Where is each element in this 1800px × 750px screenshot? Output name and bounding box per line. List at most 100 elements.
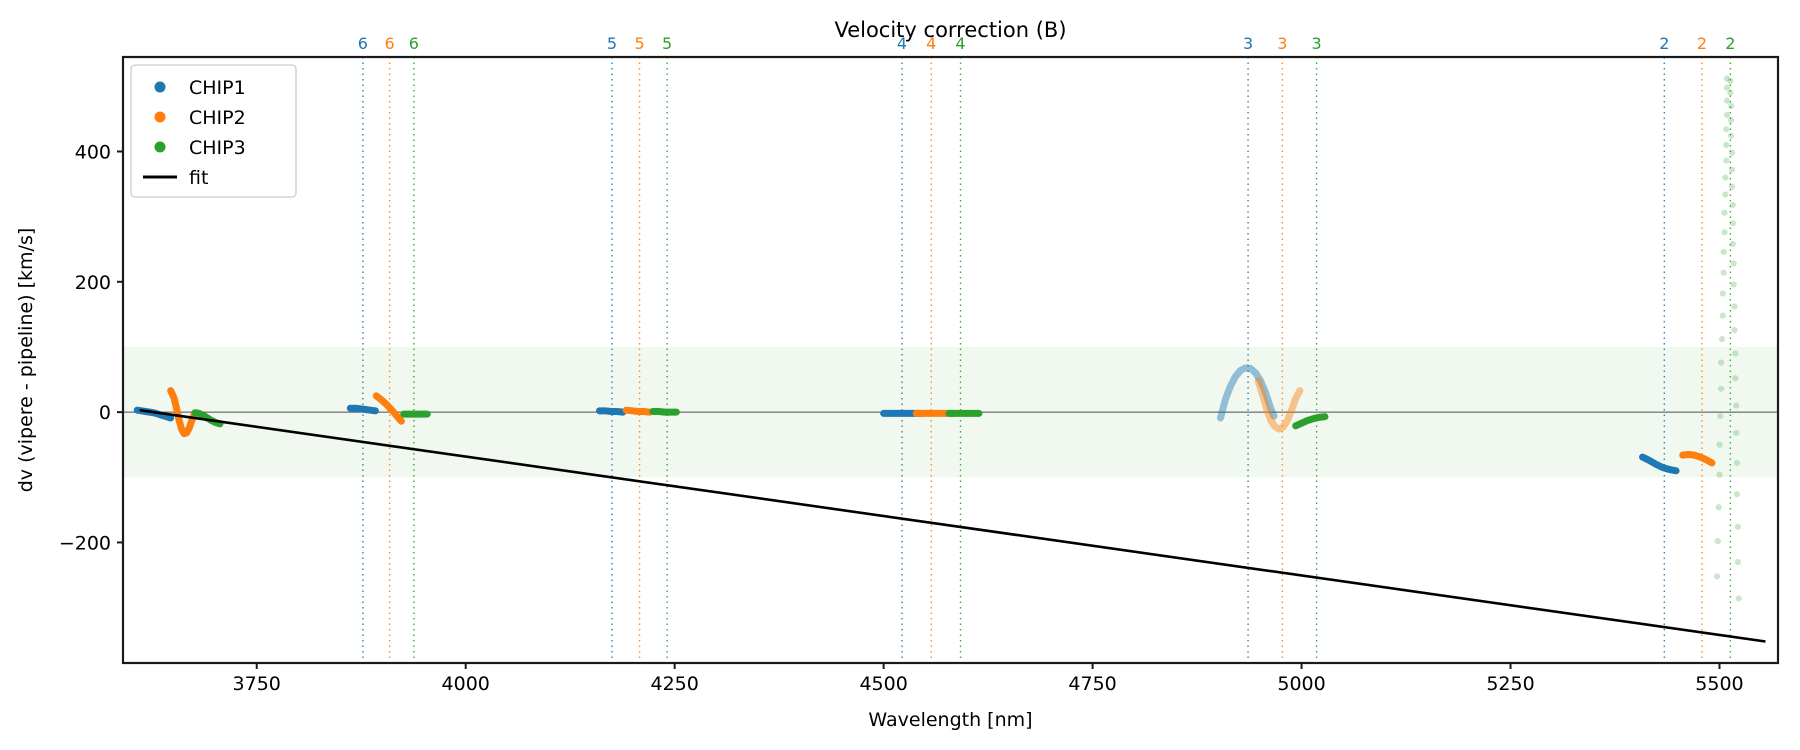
x-tick-label: 3750 bbox=[233, 673, 281, 695]
legend-label: fit bbox=[189, 167, 208, 189]
legend-dot-swatch bbox=[154, 141, 166, 153]
order-label-5-chip3: 5 bbox=[662, 34, 672, 53]
data-point bbox=[1714, 538, 1721, 545]
data-point bbox=[1731, 326, 1738, 334]
data-segment-order-3 bbox=[1216, 364, 1278, 422]
order-label-3-chip2: 3 bbox=[1277, 34, 1287, 53]
order-label-2-chip2: 2 bbox=[1697, 34, 1707, 53]
data-segment-order-5 bbox=[649, 407, 680, 416]
data-segment-order-6 bbox=[346, 404, 379, 415]
data-point bbox=[1733, 491, 1741, 498]
legend-label: CHIP2 bbox=[189, 107, 246, 129]
y-tick-label: −200 bbox=[59, 532, 111, 554]
legend-item-chip1[interactable]: CHIP1 bbox=[154, 77, 246, 99]
fit-line bbox=[139, 408, 1766, 643]
data-point bbox=[1721, 209, 1728, 216]
data-point bbox=[1731, 303, 1738, 310]
data-point bbox=[1729, 201, 1736, 209]
x-tick-label: 4750 bbox=[1068, 673, 1116, 695]
data-segment-order-6 bbox=[372, 392, 405, 425]
data-point bbox=[1728, 183, 1736, 190]
data-point bbox=[1728, 102, 1735, 109]
data-point bbox=[1717, 412, 1724, 420]
data-point bbox=[1723, 126, 1730, 133]
data-point bbox=[1728, 132, 1735, 139]
order-label-2-chip3: 2 bbox=[1725, 34, 1735, 53]
legend-dot-swatch bbox=[154, 111, 166, 123]
data-point bbox=[1733, 429, 1740, 437]
legend-item-fit[interactable]: fit bbox=[143, 167, 208, 189]
legend-item-chip2[interactable]: CHIP2 bbox=[154, 107, 246, 129]
x-tick-label: 5000 bbox=[1277, 673, 1325, 695]
y-tick-label: 400 bbox=[75, 141, 111, 163]
data-point bbox=[1723, 111, 1731, 119]
legend-label: CHIP3 bbox=[189, 137, 246, 159]
data-point bbox=[1727, 78, 1734, 85]
data-point bbox=[1733, 459, 1741, 467]
data-point bbox=[1716, 471, 1723, 478]
data-point bbox=[1723, 141, 1730, 149]
order-label-3-chip3: 3 bbox=[1312, 34, 1322, 53]
data-point bbox=[1721, 229, 1728, 236]
data-point bbox=[1723, 84, 1731, 91]
order-label-4-chip2: 4 bbox=[926, 34, 936, 53]
order-label-4-chip3: 4 bbox=[955, 34, 965, 53]
data-point bbox=[1719, 290, 1726, 297]
data-point bbox=[1734, 523, 1741, 530]
x-tick-label: 4250 bbox=[650, 673, 698, 695]
data-segment-order-7 bbox=[191, 409, 224, 428]
data-point bbox=[1729, 240, 1736, 248]
data-point bbox=[1720, 248, 1727, 255]
plot-border bbox=[121, 55, 1780, 665]
data-point bbox=[1718, 336, 1726, 343]
data-point bbox=[1728, 117, 1735, 124]
legend-label: CHIP1 bbox=[189, 77, 246, 99]
data-point bbox=[1730, 281, 1737, 288]
x-tick-label: 5500 bbox=[1695, 673, 1743, 695]
data-segment-order-2 bbox=[1639, 453, 1680, 475]
data-point bbox=[1723, 97, 1731, 104]
data-point bbox=[1713, 573, 1721, 580]
order-label-5-chip1: 5 bbox=[607, 34, 617, 53]
data-segment-order-2 bbox=[1679, 450, 1716, 467]
order-marker-lines bbox=[362, 57, 1732, 663]
x-tick-label: 4500 bbox=[859, 673, 907, 695]
data-segment-order-3 bbox=[1292, 413, 1329, 430]
data-point bbox=[1732, 350, 1739, 357]
legend-box bbox=[130, 64, 297, 198]
data-point bbox=[1718, 359, 1725, 366]
data-point bbox=[1733, 402, 1740, 409]
x-axis-label: Wavelength [nm] bbox=[868, 709, 1032, 731]
data-point bbox=[1723, 157, 1730, 164]
data-point bbox=[1730, 260, 1737, 267]
data-point bbox=[1734, 558, 1741, 566]
order-label-6-chip1: 6 bbox=[358, 34, 368, 53]
data-point bbox=[1723, 75, 1731, 82]
data-point bbox=[1722, 191, 1729, 198]
series-chip3 bbox=[191, 75, 1742, 602]
data-segment-order-5 bbox=[595, 407, 627, 416]
order-label-5-chip2: 5 bbox=[634, 34, 644, 53]
order-label-2-chip1: 2 bbox=[1659, 34, 1669, 53]
data-point bbox=[1728, 149, 1736, 156]
data-point bbox=[1718, 385, 1725, 392]
data-point bbox=[1716, 441, 1723, 448]
data-point bbox=[1728, 166, 1736, 173]
fit-line-path bbox=[139, 408, 1766, 643]
axes-frame: 3750 4000 4250 4500 4750 5000 5250 5500 −200 0 200… bbox=[59, 55, 1780, 695]
data-point bbox=[1735, 595, 1742, 602]
data-point bbox=[1729, 220, 1736, 227]
order-label-3-chip1: 3 bbox=[1243, 34, 1253, 53]
order-label-4-chip1: 4 bbox=[897, 34, 907, 53]
order-label-6-chip3: 6 bbox=[409, 34, 419, 53]
legend-item-chip3[interactable]: CHIP3 bbox=[154, 137, 246, 159]
y-tick-label: 0 bbox=[99, 402, 111, 424]
order-label-6-chip2: 6 bbox=[385, 34, 395, 53]
data-point bbox=[1732, 375, 1739, 382]
legend[interactable]: CHIP1 CHIP2 CHIP3 fit bbox=[130, 64, 297, 198]
data-point bbox=[1715, 504, 1722, 511]
data-segment-order-3 bbox=[1254, 377, 1304, 433]
data-point bbox=[1722, 174, 1729, 181]
